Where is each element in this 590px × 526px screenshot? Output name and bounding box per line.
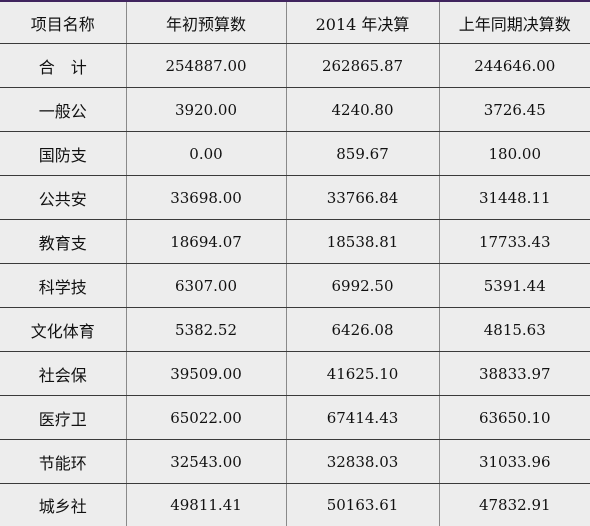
header-row: 项目名称 年初预算数 2014 年决算 上年同期决算数 [0,2,590,44]
table-row: 医疗卫 65022.00 67414.43 63650.10 [0,396,590,440]
table-row: 一般公 3920.00 4240.80 3726.45 [0,88,590,132]
row-prior: 3726.45 [439,88,590,132]
row-prior: 17733.43 [439,220,590,264]
row-final-2014: 262865.87 [286,44,439,88]
row-budget: 49811.41 [126,484,286,526]
row-final-2014: 4240.80 [286,88,439,132]
row-final-2014: 859.67 [286,132,439,176]
row-name: 公共安 [0,176,126,220]
table-row: 国防支 0.00 859.67 180.00 [0,132,590,176]
row-name: 教育支 [0,220,126,264]
row-name: 合 计 [0,44,126,88]
row-final-2014: 41625.10 [286,352,439,396]
table-row: 文化体育 5382.52 6426.08 4815.63 [0,308,590,352]
row-prior: 244646.00 [439,44,590,88]
row-final-2014: 18538.81 [286,220,439,264]
row-prior: 31033.96 [439,440,590,484]
row-budget: 65022.00 [126,396,286,440]
row-name: 医疗卫 [0,396,126,440]
row-prior: 63650.10 [439,396,590,440]
row-budget: 6307.00 [126,264,286,308]
row-name: 社会保 [0,352,126,396]
row-name: 科学技 [0,264,126,308]
header-item-name: 项目名称 [0,2,126,44]
row-budget: 32543.00 [126,440,286,484]
header-final-2014: 2014 年决算 [286,2,439,44]
row-budget: 33698.00 [126,176,286,220]
row-budget: 5382.52 [126,308,286,352]
row-name: 城乡社 [0,484,126,526]
row-prior: 38833.97 [439,352,590,396]
row-budget: 0.00 [126,132,286,176]
row-final-2014: 6426.08 [286,308,439,352]
row-name: 国防支 [0,132,126,176]
row-final-2014: 32838.03 [286,440,439,484]
table-row: 节能环 32543.00 32838.03 31033.96 [0,440,590,484]
header-budget: 年初预算数 [126,2,286,44]
row-prior: 47832.91 [439,484,590,526]
table-row: 社会保 39509.00 41625.10 38833.97 [0,352,590,396]
row-budget: 18694.07 [126,220,286,264]
table-row: 城乡社 49811.41 50163.61 47832.91 [0,484,590,526]
row-prior: 4815.63 [439,308,590,352]
row-prior: 180.00 [439,132,590,176]
row-name: 节能环 [0,440,126,484]
row-final-2014: 6992.50 [286,264,439,308]
table-row: 科学技 6307.00 6992.50 5391.44 [0,264,590,308]
row-prior: 31448.11 [439,176,590,220]
row-final-2014: 33766.84 [286,176,439,220]
row-final-2014: 50163.61 [286,484,439,526]
table-row: 合 计 254887.00 262865.87 244646.00 [0,44,590,88]
row-name: 文化体育 [0,308,126,352]
row-name: 一般公 [0,88,126,132]
row-budget: 254887.00 [126,44,286,88]
table-row: 教育支 18694.07 18538.81 17733.43 [0,220,590,264]
row-final-2014: 67414.43 [286,396,439,440]
header-prior-year: 上年同期决算数 [439,2,590,44]
row-budget: 3920.00 [126,88,286,132]
table-row: 公共安 33698.00 33766.84 31448.11 [0,176,590,220]
row-prior: 5391.44 [439,264,590,308]
row-budget: 39509.00 [126,352,286,396]
